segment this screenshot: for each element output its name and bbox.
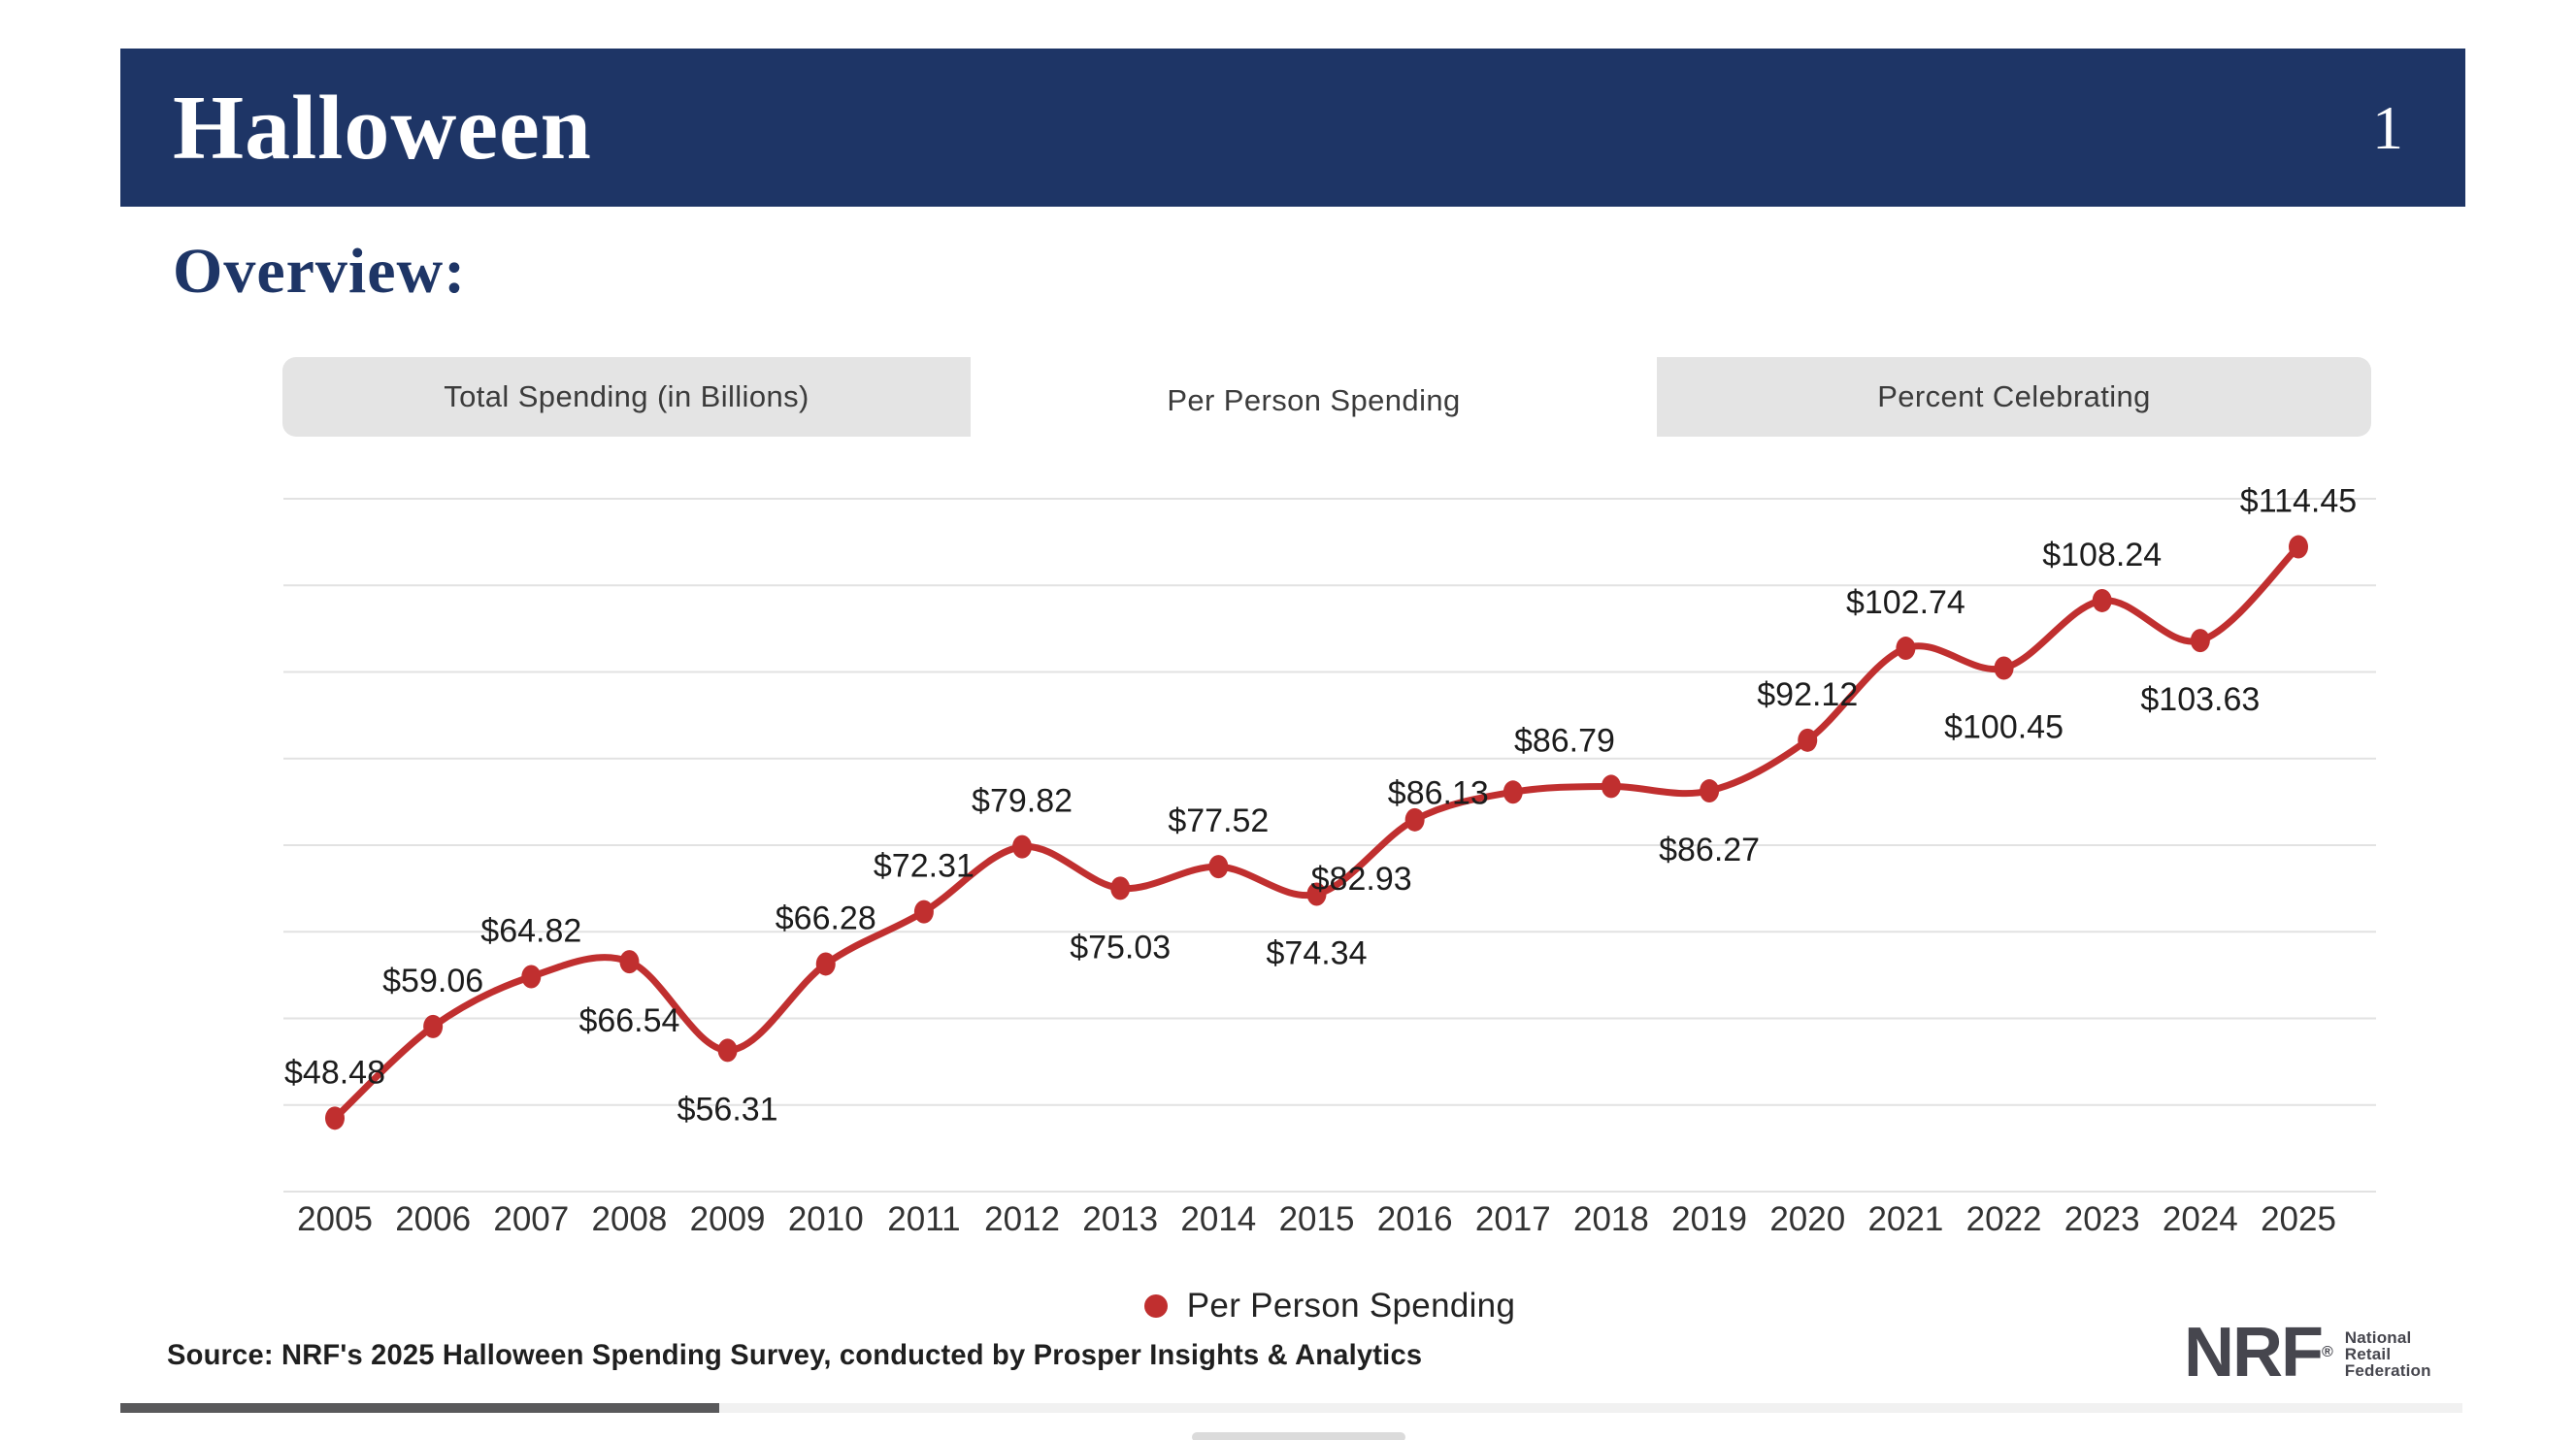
nrf-logo-line: Retail: [2344, 1345, 2392, 1363]
source-note: Source: NRF's 2025 Halloween Spending Su…: [167, 1339, 1423, 1371]
x-axis-label-2005: 2005: [297, 1200, 373, 1238]
data-label-2007: $64.82: [480, 912, 581, 949]
x-axis-label-2017: 2017: [1475, 1200, 1551, 1238]
x-axis-label-2009: 2009: [690, 1200, 766, 1238]
data-label-2020: $92.12: [1757, 676, 1858, 713]
data-label-2015: $74.34: [1267, 935, 1368, 972]
data-label-2008: $66.54: [578, 1002, 679, 1039]
nrf-logo-line: National: [2344, 1328, 2412, 1347]
nrf-logo-acronym: NRF®: [2184, 1314, 2333, 1391]
page-title: Halloween: [173, 77, 592, 179]
data-point-2022[interactable]: [1994, 656, 2014, 680]
data-label-2010: $66.28: [776, 900, 876, 936]
x-axis-label-2023: 2023: [2064, 1200, 2140, 1238]
x-axis-label-2021: 2021: [1867, 1200, 1943, 1238]
data-point-2024[interactable]: [2190, 629, 2210, 653]
x-axis-label-2022: 2022: [1966, 1200, 2042, 1238]
x-axis-label-2024: 2024: [2163, 1200, 2238, 1238]
data-point-2015[interactable]: [1306, 882, 1327, 906]
data-point-2021[interactable]: [1896, 637, 1916, 661]
data-label-2009: $56.31: [677, 1091, 778, 1128]
x-axis-labels: 2005 2006 2007 2008 2009 2010 2011 2012 2013 2014…: [297, 1200, 2336, 1238]
scrollbar-track[interactable]: [120, 1403, 2462, 1413]
x-axis-label-2025: 2025: [2261, 1200, 2336, 1238]
nrf-logo-line: Federation: [2344, 1361, 2431, 1380]
data-point-2011[interactable]: [913, 900, 934, 924]
data-point-2007[interactable]: [521, 965, 542, 989]
data-point-2025[interactable]: [2289, 535, 2308, 559]
data-labels: $48.48 $59.06 $64.82 $66.54 $56.31 $66.28 $72.…: [284, 483, 2357, 1129]
tab-total-spending[interactable]: Total Spending (in Billions): [282, 357, 971, 437]
data-label-2025: $114.45: [2240, 483, 2357, 520]
data-label-2022: $100.45: [1944, 708, 2064, 745]
chart-tab-bar: Total Spending (in Billions) Per Person …: [282, 357, 2371, 444]
tab-per-person-spending[interactable]: Per Person Spending: [971, 357, 1657, 444]
data-label-2005: $48.48: [284, 1054, 385, 1091]
data-point-2020[interactable]: [1798, 728, 1818, 752]
data-label-2017: $86.13: [1388, 774, 1489, 811]
data-label-2006: $59.06: [382, 963, 483, 999]
nrf-logo-text: National Retail Federation: [2345, 1329, 2431, 1379]
x-axis-label-2020: 2020: [1769, 1200, 1845, 1238]
gridlines: [283, 498, 2376, 1193]
data-points: [325, 535, 2308, 1130]
x-axis-label-2015: 2015: [1279, 1200, 1355, 1238]
x-axis-label-2010: 2010: [788, 1200, 864, 1238]
home-indicator-bar: [1192, 1432, 1405, 1440]
data-point-2013[interactable]: [1110, 876, 1131, 900]
x-axis-label-2011: 2011: [887, 1200, 960, 1238]
data-label-2012: $79.82: [972, 783, 1073, 820]
x-axis-label-2008: 2008: [592, 1200, 668, 1238]
nrf-logo: NRF® National Retail Federation: [2184, 1314, 2431, 1391]
scrollbar-thumb[interactable]: [120, 1403, 719, 1413]
data-point-2009[interactable]: [717, 1038, 738, 1063]
data-label-2016: $82.93: [1311, 861, 1412, 898]
data-label-2011: $72.31: [874, 848, 974, 885]
x-axis-label-2018: 2018: [1573, 1200, 1649, 1238]
x-axis-label-2016: 2016: [1377, 1200, 1453, 1238]
x-axis-label-2007: 2007: [493, 1200, 569, 1238]
x-axis-label-2006: 2006: [395, 1200, 471, 1238]
data-label-2019: $86.27: [1659, 832, 1760, 868]
x-axis-label-2012: 2012: [984, 1200, 1060, 1238]
data-point-2005[interactable]: [325, 1106, 345, 1130]
tab-percent-celebrating[interactable]: Percent Celebrating: [1657, 357, 2371, 437]
data-point-2006[interactable]: [423, 1014, 444, 1038]
data-point-2017[interactable]: [1503, 780, 1523, 804]
header-bar: Halloween 1: [120, 49, 2465, 207]
data-point-2023[interactable]: [2092, 588, 2112, 612]
data-label-2024: $103.63: [2140, 681, 2260, 718]
data-point-2008[interactable]: [619, 950, 640, 974]
x-axis-label-2013: 2013: [1082, 1200, 1158, 1238]
data-point-2016[interactable]: [1404, 807, 1425, 832]
legend-marker-icon: [1143, 1294, 1168, 1318]
data-point-2014[interactable]: [1208, 855, 1229, 879]
registered-mark-icon: ®: [2321, 1344, 2333, 1360]
data-label-2018: $86.79: [1514, 722, 1615, 759]
data-point-2010[interactable]: [815, 952, 836, 976]
data-label-2023: $108.24: [2042, 537, 2162, 573]
x-axis-label-2019: 2019: [1671, 1200, 1747, 1238]
chart-legend: Per Person Spending: [286, 1283, 2373, 1329]
page-number: 1: [2372, 92, 2403, 162]
section-heading: Overview:: [173, 236, 467, 307]
data-label-2021: $102.74: [1846, 584, 1965, 621]
legend-label: Per Person Spending: [1186, 1287, 1516, 1325]
data-point-2019[interactable]: [1700, 779, 1720, 803]
data-label-2014: $77.52: [1168, 802, 1269, 839]
data-point-2018[interactable]: [1601, 774, 1621, 799]
data-point-2012[interactable]: [1012, 835, 1033, 859]
x-axis-label-2014: 2014: [1180, 1200, 1256, 1238]
data-label-2013: $75.03: [1070, 929, 1171, 965]
